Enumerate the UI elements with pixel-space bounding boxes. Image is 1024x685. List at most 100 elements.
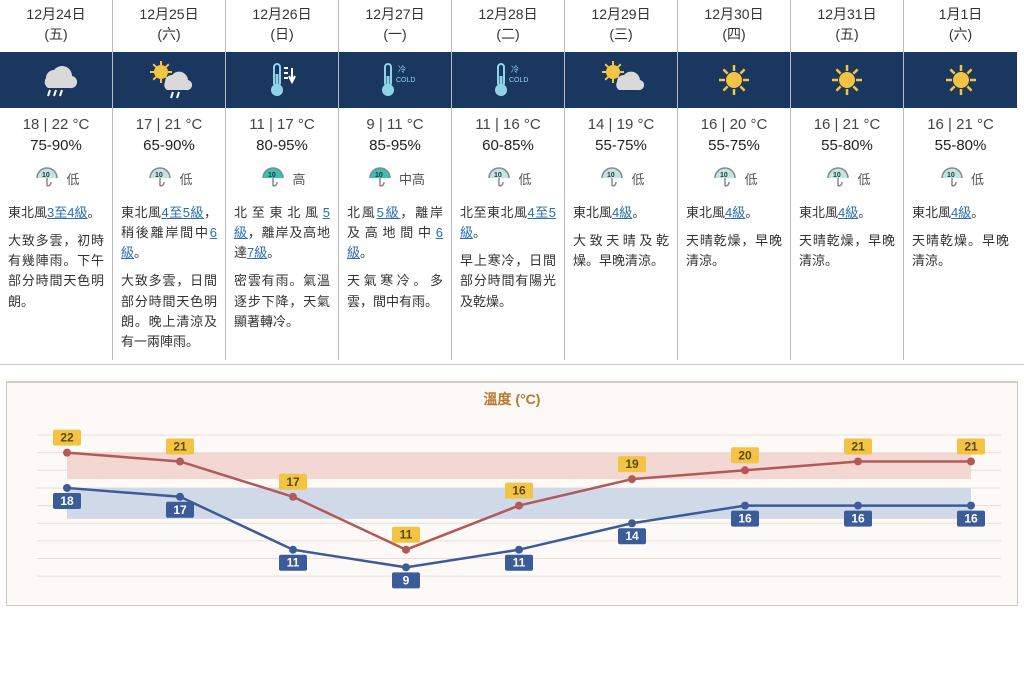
psr-label: 低: [518, 169, 531, 188]
rain-probability: 10 低: [791, 160, 903, 203]
svg-text:11: 11: [400, 528, 413, 542]
forecast-grid: 12月24日(五) 18 | 22 °C 75-90% 10 低 東北風3至4級…: [0, 0, 1024, 365]
svg-text:10: 10: [155, 172, 163, 179]
psr-label: 低: [971, 169, 984, 188]
temperature-range: 16 | 21 °C: [904, 110, 1017, 135]
date-label: 1月1日(六): [904, 0, 1017, 52]
rain-probability: 10 高: [226, 160, 338, 203]
svg-text:COLD: COLD: [396, 77, 415, 84]
svg-text:COLD: COLD: [509, 77, 528, 84]
psr-label: 低: [744, 169, 757, 188]
humidity-range: 55-75%: [565, 135, 677, 160]
svg-text:16: 16: [738, 512, 752, 526]
psr-label: 低: [857, 169, 870, 188]
svg-text:10: 10: [268, 172, 276, 179]
forecast-day-column: 12月24日(五) 18 | 22 °C 75-90% 10 低 東北風3至4級…: [0, 0, 113, 360]
svg-text:11: 11: [513, 556, 526, 570]
umbrella-icon: 10: [32, 164, 62, 193]
date-label: 12月29日(三): [565, 0, 677, 52]
wind-level-link[interactable]: 4級: [951, 205, 971, 220]
thermo-drop-icon: [226, 52, 338, 108]
date-label: 12月30日(四): [678, 0, 790, 52]
cloud-rain-icon: [0, 52, 112, 108]
temperature-range: 9 | 11 °C: [339, 110, 451, 135]
svg-text:20: 20: [738, 448, 752, 462]
svg-text:16: 16: [851, 512, 865, 526]
wind-text: 北至東北風5級，離岸及高地達7級。: [226, 203, 338, 271]
chart-title: 溫度 (°C): [7, 389, 1017, 409]
svg-text:10: 10: [375, 172, 383, 179]
wind-text: 東北風3至4級。: [0, 203, 112, 231]
sun-cloud-rain-icon: [113, 52, 225, 108]
temperature-range: 16 | 20 °C: [678, 110, 790, 135]
forecast-description: 大致天晴及乾燥。早晚清涼。: [565, 231, 677, 279]
forecast-description: 大致多雲，日間部分時間天色明朗。晚上清涼及有一兩陣雨。: [113, 271, 225, 360]
svg-text:14: 14: [625, 529, 639, 543]
forecast-description: 大致多雲，初時有幾陣雨。下午部分時間天色明朗。: [0, 231, 112, 320]
psr-label: 低: [631, 169, 644, 188]
wind-level-link[interactable]: 4級: [612, 205, 632, 220]
humidity-range: 55-75%: [678, 135, 790, 160]
wind-text: 東北風4級。: [904, 203, 1017, 231]
wind-level-link[interactable]: 6級: [121, 225, 217, 260]
wind-text: 東北風4至5級，稍後離岸間中6級。: [113, 203, 225, 271]
date-label: 12月25日(六): [113, 0, 225, 52]
umbrella-icon: 10: [365, 164, 395, 193]
wind-level-link[interactable]: 6級: [347, 225, 443, 260]
date-label: 12月31日(五): [791, 0, 903, 52]
svg-text:21: 21: [851, 439, 865, 453]
svg-text:10: 10: [42, 172, 50, 179]
humidity-range: 65-90%: [113, 135, 225, 160]
wind-level-link[interactable]: 5級: [234, 205, 330, 240]
sun-icon: [791, 52, 903, 108]
forecast-day-column: 12月27日(一) 冷 COLD 9 | 11 °C 85-95% 10 中高 …: [339, 0, 452, 360]
date-label: 12月28日(二): [452, 0, 564, 52]
wind-text: 東北風4級。: [565, 203, 677, 231]
temperature-range: 18 | 22 °C: [0, 110, 112, 135]
humidity-range: 55-80%: [791, 135, 903, 160]
forecast-description: 天晴乾燥，早晚清涼。: [791, 231, 903, 279]
umbrella-icon: 10: [145, 164, 175, 193]
svg-text:21: 21: [964, 439, 978, 453]
wind-level-link[interactable]: 5級: [377, 205, 401, 220]
svg-text:冷: 冷: [511, 64, 519, 74]
forecast-description: 天晴乾燥。早晚清涼。: [904, 231, 1017, 279]
wind-level-link[interactable]: 3至4級: [47, 205, 87, 220]
umbrella-icon: 10: [823, 164, 853, 193]
psr-label: 中高: [399, 169, 425, 188]
forecast-day-column: 12月29日(三) 14 | 19 °C 55-75% 10 低 東北風4級。 …: [565, 0, 678, 360]
sun-icon: [678, 52, 790, 108]
psr-label: 高: [292, 169, 305, 188]
svg-text:10: 10: [947, 172, 955, 179]
date-label: 12月24日(五): [0, 0, 112, 52]
umbrella-icon: 10: [937, 164, 967, 193]
svg-text:16: 16: [964, 512, 978, 526]
umbrella-icon: 10: [258, 164, 288, 193]
wind-level-link[interactable]: 4級: [725, 205, 745, 220]
date-label: 12月27日(一): [339, 0, 451, 52]
svg-text:10: 10: [720, 172, 728, 179]
forecast-description: 密雲有雨。氣溫逐步下降，天氣顯著轉冷。: [226, 271, 338, 339]
svg-text:16: 16: [512, 484, 526, 498]
rain-probability: 10 低: [904, 160, 1017, 203]
forecast-description: 天氣寒冷。多雲，間中有雨。: [339, 271, 451, 319]
wind-level-link[interactable]: 4至5級: [460, 205, 556, 240]
wind-level-link[interactable]: 7級: [247, 245, 267, 260]
svg-text:17: 17: [173, 503, 187, 517]
forecast-description: 早上寒冷，日間部分時間有陽光及乾燥。: [452, 251, 564, 319]
thermo-cold-icon: 冷 COLD: [339, 52, 451, 108]
svg-text:19: 19: [625, 457, 639, 471]
humidity-range: 60-85%: [452, 135, 564, 160]
svg-text:21: 21: [173, 439, 187, 453]
wind-level-link[interactable]: 4至5級: [162, 205, 204, 220]
rain-probability: 10 低: [678, 160, 790, 203]
wind-text: 東北風4級。: [678, 203, 790, 231]
humidity-range: 80-95%: [226, 135, 338, 160]
temperature-chart-card: 溫度 (°C) 22211711161920212118171191114161…: [6, 381, 1018, 606]
wind-text: 北至東北風4至5級。: [452, 203, 564, 251]
wind-level-link[interactable]: 4級: [838, 205, 858, 220]
humidity-range: 55-80%: [904, 135, 1017, 160]
thermo-cold-icon: 冷 COLD: [452, 52, 564, 108]
temperature-range: 16 | 21 °C: [791, 110, 903, 135]
svg-text:10: 10: [607, 172, 615, 179]
